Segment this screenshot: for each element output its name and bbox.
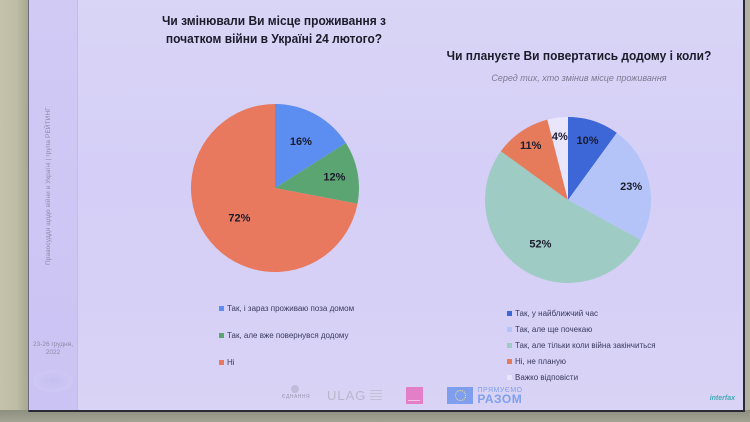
pie-slice xyxy=(568,132,651,240)
pie-slice xyxy=(547,117,568,200)
pie-slice xyxy=(500,119,568,200)
legend-item: Ні, не планую xyxy=(507,356,656,366)
legend-label: Так, і зараз проживаю поза домом xyxy=(227,303,355,313)
ulag-logo: ULAG xyxy=(327,388,383,403)
ukraine-map-icon xyxy=(33,370,73,392)
legend-label: Ні xyxy=(227,357,235,367)
left-pie-chart: 16% 12% 72% xyxy=(191,104,359,272)
legend-label: Так, але тільки коли війна закінчиться xyxy=(515,340,656,350)
monitor-bezel-left xyxy=(0,0,28,422)
legend-label: Так, але вже повернувся додому xyxy=(227,330,349,340)
pie-slice-label: 4% xyxy=(552,131,568,143)
pie-slice xyxy=(275,104,346,188)
ednannia-logo: ЄДНАННЯ xyxy=(279,385,313,405)
pie-slice xyxy=(485,151,641,283)
pie-slice-label: 23% xyxy=(620,181,642,193)
legend-label: Ні, не планую xyxy=(515,356,566,366)
pie-slice-label: 11% xyxy=(520,140,542,152)
legend-item: Так, але вже повернувся додому xyxy=(219,330,354,340)
legend-item: Так, у найближчий час xyxy=(507,308,656,318)
legend-item: Так, але ще почекаю xyxy=(507,324,656,334)
left-chart-legend: Так, і зараз проживаю поза домом Так, але… xyxy=(219,303,354,384)
survey-date-line2: 2022 xyxy=(45,349,61,356)
legend-item: Ні xyxy=(219,357,354,367)
pie-slice-label: 72% xyxy=(228,212,250,224)
partner-logos: ЄДНАННЯ ULAG ПРЯМУЄМО РАЗОМ xyxy=(279,382,523,408)
survey-date: 23-26 грудня, 2022 xyxy=(31,341,75,357)
legend-label: Важко відповісти xyxy=(515,372,579,382)
eu-pryamuemo-razom-logo: ПРЯМУЄМО РАЗОМ xyxy=(447,386,522,405)
right-chart-title: Чи плануєте Ви повертатись додому і коли… xyxy=(446,48,712,63)
pink-square-logo xyxy=(406,386,424,404)
legend-swatch xyxy=(219,332,224,338)
legend-label: Так, у найближчий час xyxy=(515,308,599,318)
legend-swatch xyxy=(507,358,512,364)
legend-label: Так, але ще почекаю xyxy=(515,324,593,334)
monitor-bezel-bottom xyxy=(0,410,750,422)
eu-flag-icon xyxy=(447,386,474,404)
pie-slice-label: 52% xyxy=(529,238,551,250)
legend-swatch xyxy=(507,342,512,348)
monitor-bezel-right xyxy=(742,0,750,422)
pie-slice xyxy=(191,104,358,272)
legend-swatch xyxy=(219,305,224,311)
flower-icon xyxy=(291,385,299,393)
legend-swatch xyxy=(507,374,512,380)
slide-sidebar: Правосуддя щодо війни в Україні | група … xyxy=(29,0,78,410)
legend-item: Так, але тільки коли війна закінчиться xyxy=(507,340,656,350)
left-chart-title: Чи змінювали Ви місце проживання з почат… xyxy=(162,13,386,46)
legend-swatch xyxy=(507,326,512,332)
legend-item: Важко відповісти xyxy=(507,372,656,382)
interfax-watermark: interfax xyxy=(709,395,735,402)
right-chart-legend: Так, у найближчий час Так, але ще почекаю… xyxy=(507,308,656,388)
right-chart-subtitle: Серед тих, хто змінив місце проживання xyxy=(491,73,667,83)
pie-slice xyxy=(275,142,359,204)
pie-slice-label: 12% xyxy=(323,172,345,184)
pie-slice-label: 10% xyxy=(576,135,598,147)
pie-slice-label: 16% xyxy=(290,136,312,148)
sidebar-vertical-text: Правосуддя щодо війни в Україні | група … xyxy=(45,107,52,265)
pie-slice xyxy=(568,117,617,200)
survey-date-line1: 23-26 грудня, xyxy=(32,341,74,348)
legend-swatch xyxy=(507,310,512,316)
right-pie-chart: 10% 23% 52% 11% 4% xyxy=(485,117,651,283)
legend-swatch xyxy=(219,359,224,365)
slide-screen: Правосуддя щодо війни в Україні | група … xyxy=(28,0,745,412)
legend-item: Так, і зараз проживаю поза домом xyxy=(219,303,354,313)
